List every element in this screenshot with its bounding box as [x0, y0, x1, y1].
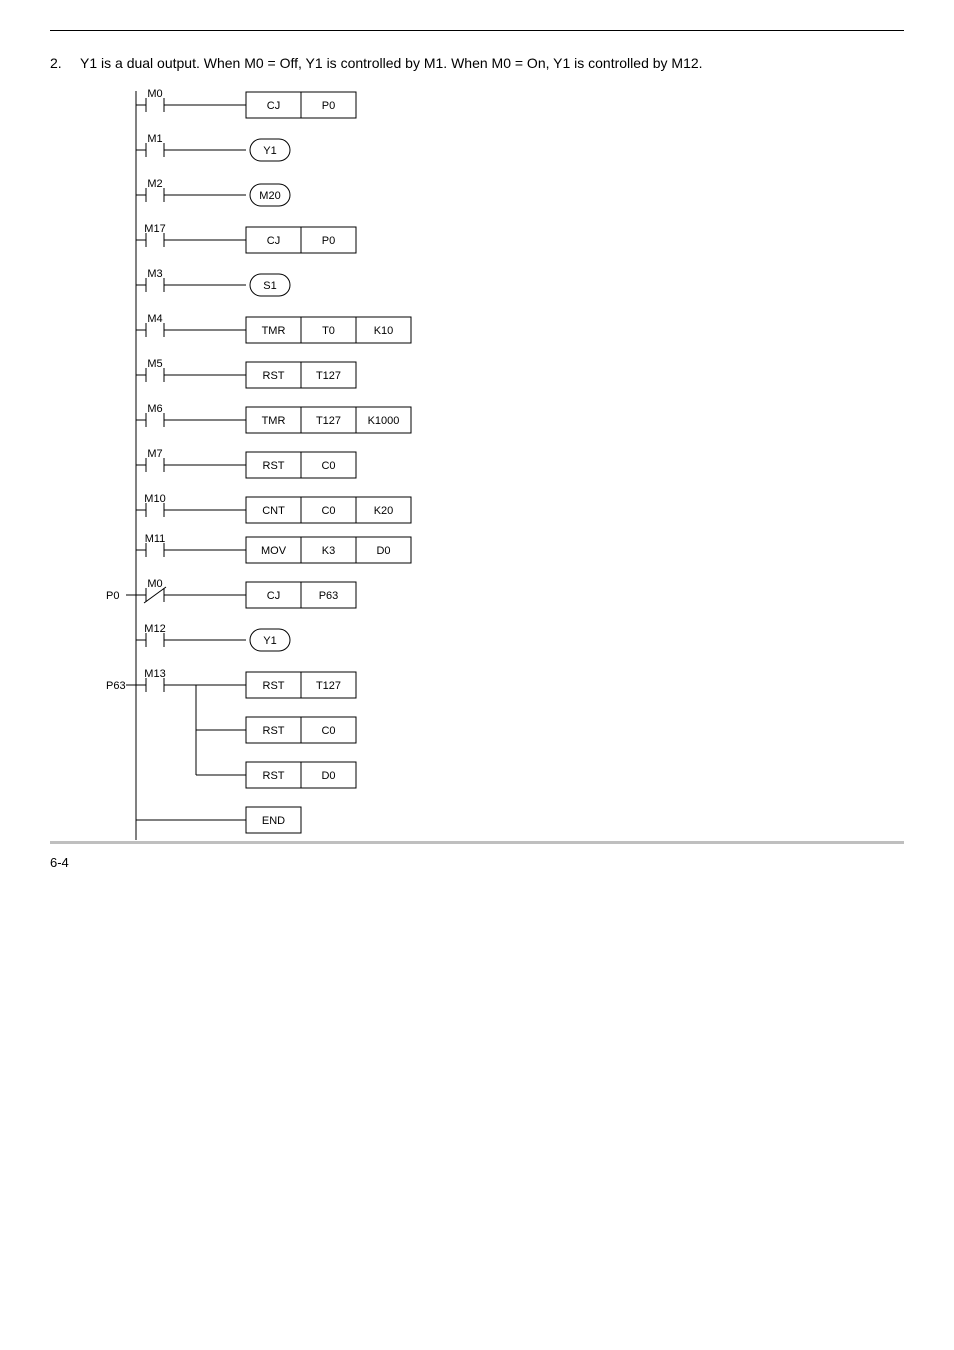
- svg-text:P0: P0: [322, 235, 335, 247]
- svg-text:TMR: TMR: [262, 325, 286, 337]
- svg-text:CJ: CJ: [267, 590, 280, 602]
- svg-text:K3: K3: [322, 545, 335, 557]
- svg-text:CJ: CJ: [267, 100, 280, 112]
- list-number: 2.: [50, 55, 80, 71]
- svg-text:C0: C0: [321, 505, 335, 517]
- svg-text:T127: T127: [316, 415, 341, 427]
- svg-text:M4: M4: [147, 313, 162, 325]
- svg-text:M6: M6: [147, 403, 162, 415]
- svg-text:S1: S1: [263, 280, 276, 292]
- svg-text:M7: M7: [147, 448, 162, 460]
- svg-text:RST: RST: [263, 460, 285, 472]
- svg-text:M10: M10: [144, 493, 165, 505]
- svg-text:RST: RST: [263, 370, 285, 382]
- svg-text:M3: M3: [147, 268, 162, 280]
- svg-text:M5: M5: [147, 358, 162, 370]
- svg-text:MOV: MOV: [261, 545, 287, 557]
- top-rule: [50, 30, 904, 31]
- svg-text:M1: M1: [147, 133, 162, 145]
- svg-text:M20: M20: [259, 190, 280, 202]
- svg-text:RST: RST: [263, 725, 285, 737]
- svg-text:M11: M11: [145, 533, 166, 545]
- svg-text:TMR: TMR: [262, 415, 286, 427]
- svg-text:M17: M17: [144, 223, 165, 235]
- svg-text:T0: T0: [322, 325, 335, 337]
- svg-text:C0: C0: [321, 460, 335, 472]
- svg-text:K1000: K1000: [368, 415, 400, 427]
- svg-text:K20: K20: [374, 505, 394, 517]
- svg-text:M2: M2: [147, 178, 162, 190]
- svg-text:CNT: CNT: [262, 505, 285, 517]
- svg-text:RST: RST: [263, 680, 285, 692]
- svg-text:END: END: [262, 815, 285, 827]
- svg-text:K10: K10: [374, 325, 394, 337]
- svg-text:M0: M0: [147, 578, 162, 590]
- svg-text:M12: M12: [144, 623, 165, 635]
- svg-text:P63: P63: [106, 680, 126, 692]
- svg-text:D0: D0: [376, 545, 390, 557]
- svg-text:P63: P63: [319, 590, 339, 602]
- svg-text:Y1: Y1: [263, 635, 276, 647]
- body-paragraph: 2. Y1 is a dual output. When M0 = Off, Y…: [50, 55, 904, 71]
- svg-text:P0: P0: [106, 590, 119, 602]
- body-text: Y1 is a dual output. When M0 = Off, Y1 i…: [80, 55, 703, 71]
- svg-text:CJ: CJ: [267, 235, 280, 247]
- svg-text:Y1: Y1: [263, 145, 276, 157]
- svg-text:T127: T127: [316, 680, 341, 692]
- svg-text:T127: T127: [316, 370, 341, 382]
- svg-text:RST: RST: [263, 770, 285, 782]
- svg-text:C0: C0: [321, 725, 335, 737]
- svg-text:M13: M13: [144, 668, 165, 680]
- svg-text:M0: M0: [147, 88, 162, 100]
- page-number: 6-4: [50, 855, 69, 870]
- svg-text:D0: D0: [321, 770, 335, 782]
- svg-text:P0: P0: [322, 100, 335, 112]
- footer-rule: [50, 841, 904, 844]
- ladder-diagram: P0 P63 M0 CJ P0 M1 Y1 M2 M20 M17 CJ P0 M3 S1 M4 TMR T0 K1…: [106, 85, 526, 855]
